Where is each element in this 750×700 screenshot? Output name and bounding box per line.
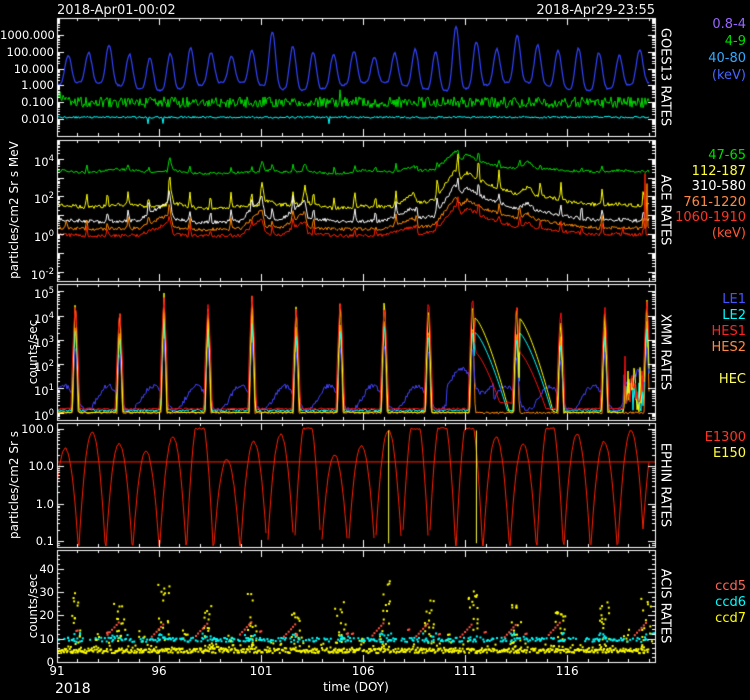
- legend-entry: 310-580: [691, 179, 746, 195]
- panel-title-xmm-rates: XMM RATES: [657, 313, 673, 391]
- legend-entry: HES1: [711, 324, 746, 339]
- legend-entry: ccd6: [715, 595, 746, 610]
- y-tick-label: 104: [33, 310, 54, 326]
- y-tick-label: 10-2: [30, 266, 54, 282]
- legend-entry: (keV): [711, 68, 746, 83]
- panel-title-ace-rates: ACE RATES: [657, 174, 673, 246]
- y-tick-label: 0: [46, 655, 54, 669]
- legend-entry: HEC: [718, 372, 746, 387]
- y-tick-label: 102: [33, 191, 54, 207]
- legend-entry: 761-1220: [683, 194, 746, 210]
- end-datetime: 2018-Apr29-23:55: [536, 3, 655, 18]
- y-tick-label: 10.000: [13, 61, 54, 76]
- legend-entry: ccd7: [715, 611, 746, 626]
- y-tick-label: 1.000: [21, 78, 54, 93]
- x-axis-label: time (DOY): [323, 680, 389, 694]
- y-tick-label: 10: [39, 631, 54, 646]
- y-tick-label: 102: [33, 359, 54, 374]
- legend-entry: 112-187: [691, 163, 746, 179]
- y-tick-label: 0.100: [21, 95, 54, 110]
- start-datetime: 2018-Apr01-00:02: [57, 3, 176, 18]
- y-tick-label: 10.0: [28, 459, 54, 474]
- legend-entry: E1300: [704, 430, 746, 445]
- y-tick-label: 100.0: [21, 421, 54, 436]
- legend-entry: LE1: [722, 292, 746, 307]
- y-tick-label: 30: [39, 585, 54, 599]
- x-tick-label: 106: [351, 664, 375, 678]
- legend-entry: 1060-1910: [675, 210, 746, 226]
- legend-entry: 0.8-4: [712, 17, 746, 32]
- legend-entry: 47-65: [708, 148, 746, 163]
- y-tick-label: 20: [39, 608, 54, 623]
- y-tick-label: 40: [39, 561, 54, 576]
- legend-entry: E150: [712, 446, 746, 461]
- y-tick-label: 100: [33, 407, 54, 423]
- legend-entry: (keV): [711, 226, 746, 241]
- y-axis-title-xmm: counts/sec: [26, 319, 40, 385]
- y-axis-title-acis: counts/sec: [26, 573, 40, 639]
- legend-entry: HES2: [711, 340, 746, 355]
- y-tick-label: 1000.000: [0, 27, 55, 42]
- x-tick-label: 96: [151, 664, 167, 678]
- y-tick-label: 101: [33, 383, 54, 399]
- panel-title-acis-rates: ACIS RATES: [657, 568, 673, 644]
- x-tick-label: 116: [555, 664, 579, 678]
- x-tick-label: 111: [453, 664, 477, 678]
- y-tick-label: 105: [33, 286, 54, 302]
- legend-entry: 4-9: [724, 34, 746, 49]
- panel-title-ephin-rates: EPHIN RATES: [657, 442, 673, 528]
- y-tick-label: 0.010: [21, 112, 54, 127]
- legend-entry: LE2: [722, 308, 746, 323]
- panel-title-goes13-rates: GOES13 RATES: [657, 27, 673, 127]
- y-tick-label: 103: [33, 334, 54, 350]
- y-tick-label: 0.1: [35, 534, 54, 549]
- y-tick-label: 100.000: [6, 44, 54, 59]
- y-tick-label: 104: [33, 153, 54, 169]
- legend-entry: 40-80: [708, 51, 746, 66]
- x-tick-label: 101: [249, 664, 273, 678]
- y-axis-title-ephin: particles/cm2 Sr s: [7, 431, 21, 539]
- year-label: 2018: [55, 681, 91, 697]
- y-tick-label: 100: [33, 229, 54, 244]
- legend-entry: ccd5: [715, 579, 746, 594]
- x-tick-label: 91: [49, 664, 65, 678]
- y-tick-label: 1.0: [35, 496, 54, 511]
